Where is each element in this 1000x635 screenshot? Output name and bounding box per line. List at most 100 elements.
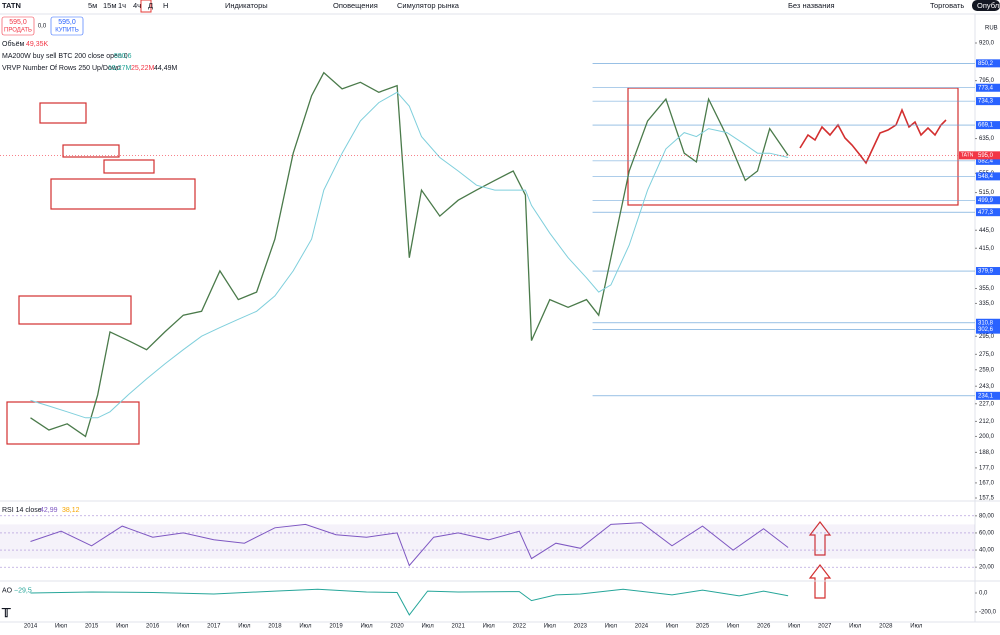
x-tick-label: 2020 [390,624,404,630]
x-tick-label: 2017 [207,624,221,630]
interval[interactable]: 4ч [133,1,141,10]
level-tag [976,83,1000,92]
level-label: 669,1 [978,123,994,129]
x-tick-label: 2024 [635,624,649,630]
x-tick-label: 2014 [24,624,38,630]
x-tick-label: Июл [666,624,679,630]
currency: RUB [985,26,998,32]
sell-price: 595,0 [9,19,27,26]
series-line [30,522,789,567]
y-tick-label: 188,0 [979,450,995,456]
y-tick-label: 0,0 [979,591,988,597]
interval[interactable]: 15м [103,1,117,10]
pane-title: RSI 14 close [2,507,42,514]
buy-price: 595,0 [58,19,76,26]
level-label: 499,9 [978,198,994,204]
y-tick-label: 40,00 [979,548,995,554]
level-tag [976,325,1000,334]
price-tag [959,151,1000,160]
x-tick-label: Июл [483,624,496,630]
legend-vrvp-up: 19,27M [108,65,132,72]
y-tick-label: 259,0 [979,367,995,373]
y-tick-label: 355,0 [979,286,995,292]
pane-value: −29,5 [14,587,32,594]
arrows [808,521,832,599]
buy-label: КУПИТЬ [55,28,79,34]
legend-vrvp: VRVP Number Of Rows 250 Up/Down [2,65,121,72]
x-tick-label: Июл [727,624,740,630]
x-tick-label: Июл [422,624,435,630]
x-tick-label: Июл [544,624,557,630]
interval[interactable]: 1ч [118,1,126,10]
trade[interactable]: Торговать [930,1,964,10]
level-tag [976,172,1000,181]
level-label: 310,8 [978,320,994,326]
legend-volume-value: 49,35K [26,41,49,48]
x-tick-label: 2027 [818,624,832,630]
x-tick-label: Июл [299,624,312,630]
level-tag [976,97,1000,106]
x-tick-label: Июл [605,624,618,630]
y-tick-label: -200,0 [979,610,997,616]
level-tag [976,196,1000,205]
interval[interactable]: Д [148,1,153,10]
level-tag [976,208,1000,217]
y-tick-label: 60,00 [979,531,995,537]
layout-name[interactable]: Без названия [788,1,835,10]
x-tick-label: 2015 [85,624,99,630]
interval[interactable]: 5м [88,1,97,10]
level-label: 234,1 [978,393,994,399]
legend-vrvp-total: 44,49M [154,65,178,72]
level-tag [976,121,1000,130]
buy-button[interactable] [50,16,84,36]
series-line [30,91,789,419]
x-tick-label: 2026 [757,624,771,630]
x-tick-label: Июл [788,624,801,630]
level-label: 379,9 [978,269,994,275]
price-tag-value: 595,0 [978,153,994,159]
spread: 0,0 [38,24,47,30]
y-tick-label: 920,0 [979,41,995,47]
toolbar [0,0,1000,14]
pane-value: 42,99 [40,507,58,514]
x-tick-label: Июл [910,624,923,630]
publish-button[interactable] [972,0,1000,11]
level-tag [976,156,1000,165]
level-label: 548,4 [978,174,994,180]
interval[interactable]: Н [163,1,168,10]
level-label: 734,3 [978,99,994,105]
x-tick-label: 2028 [879,624,893,630]
alerts[interactable]: Оповещения [333,1,378,10]
x-tick-label: 2022 [513,624,527,630]
x-tick-label: Июл [238,624,251,630]
price-tag-symbol: TATN [961,153,974,159]
publish: Опубли [977,1,1000,10]
y-tick-label: 795,0 [979,78,995,84]
y-tick-label: 80,00 [979,513,995,519]
series-line [30,588,789,616]
y-tick-label: 295,0 [979,334,995,340]
level-tag [976,267,1000,276]
level-tag [976,318,1000,327]
y-tick-label: 415,0 [979,246,995,252]
indicators[interactable]: Индикаторы [225,1,268,10]
x-tick-label: 2025 [696,624,710,630]
y-tick-label: 335,0 [979,301,995,307]
replay[interactable]: Симулятор рынка [397,1,460,10]
level-label: 582,4 [978,158,994,164]
x-tick-label: 2016 [146,624,160,630]
x-tick-label: 2023 [574,624,588,630]
level-label: 302,6 [978,327,994,333]
y-tick-label: 243,0 [979,384,995,390]
sell-button[interactable] [1,16,35,36]
y-tick-label: 20,00 [979,565,995,571]
y-tick-label: 275,0 [979,352,995,358]
logo: 𝕋 [1,606,11,620]
level-tag [976,59,1000,68]
x-tick-label: 2019 [329,624,343,630]
x-tick-label: 2021 [451,624,465,630]
symbol[interactable]: TATN [2,1,21,10]
x-tick-label: Июл [116,624,129,630]
sell-label: ПРОДАТЬ [4,28,32,34]
